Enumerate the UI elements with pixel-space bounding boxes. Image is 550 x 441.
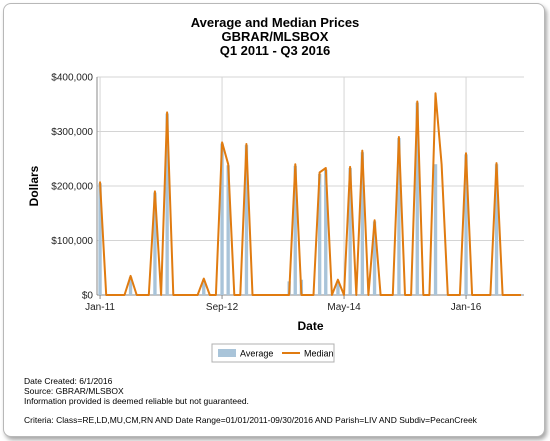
average-bar	[433, 164, 438, 295]
footer-source: Source: GBRAR/MLSBOX	[24, 386, 124, 396]
average-bar	[293, 165, 297, 295]
average-bar	[317, 174, 322, 295]
average-bar	[415, 102, 419, 296]
median-line	[99, 92, 521, 296]
average-bar	[336, 281, 340, 295]
x-axis-title: Date	[297, 319, 323, 333]
average-bar	[397, 138, 401, 295]
average-bar	[464, 154, 468, 295]
chart-frame	[3, 3, 545, 437]
average-bar	[348, 168, 352, 295]
y-tick-label: $300,000	[51, 127, 93, 138]
average-bar	[220, 143, 224, 295]
average-bar	[226, 165, 230, 295]
average-bar	[98, 183, 102, 295]
average-bar	[153, 192, 157, 295]
footer-disclaimer: Information provided is deemed reliable …	[24, 396, 249, 406]
y-tick-label: $400,000	[51, 73, 93, 84]
average-bar	[494, 164, 499, 295]
legend-box	[211, 343, 335, 363]
average-bar	[360, 152, 365, 295]
chart-footer: Date Created: 6/1/2016 Source: GBRAR/MLS…	[24, 376, 477, 425]
chart-title: Average and Median Prices	[190, 15, 360, 30]
average-bar	[244, 145, 249, 295]
average-bar	[202, 279, 206, 295]
average-bar	[128, 277, 133, 295]
x-tick-label: Sep-12	[206, 302, 239, 313]
legend-label-average: Average	[240, 349, 273, 359]
y-tick-label: $100,000	[51, 236, 93, 247]
x-tick-label: Jan-11	[85, 302, 115, 313]
chart-subtitle-range: Q1 2011 - Q3 2016	[219, 43, 331, 58]
average-bar	[165, 113, 169, 295]
footer-criteria: Criteria: Class=RE,LD,MU,CM,RN AND Date …	[24, 415, 477, 425]
chart-titles: Average and Median Prices GBRAR/MLSBOX Q…	[0, 16, 550, 58]
footer-date-created: Date Created: 6/1/2016	[24, 376, 113, 386]
legend-swatch-average	[218, 349, 236, 357]
average-bar	[324, 169, 328, 295]
x-tick-label: May-14	[327, 302, 361, 313]
y-axis-title: Dollars	[27, 165, 41, 206]
average-bar	[372, 221, 377, 295]
y-tick-label: $0	[82, 291, 94, 302]
x-tick-label: Jan-16	[451, 302, 482, 313]
chart-subtitle-source: GBRAR/MLSBOX	[221, 29, 329, 44]
y-tick-label: $200,000	[51, 182, 93, 193]
legend-label-median: Median	[304, 349, 334, 359]
